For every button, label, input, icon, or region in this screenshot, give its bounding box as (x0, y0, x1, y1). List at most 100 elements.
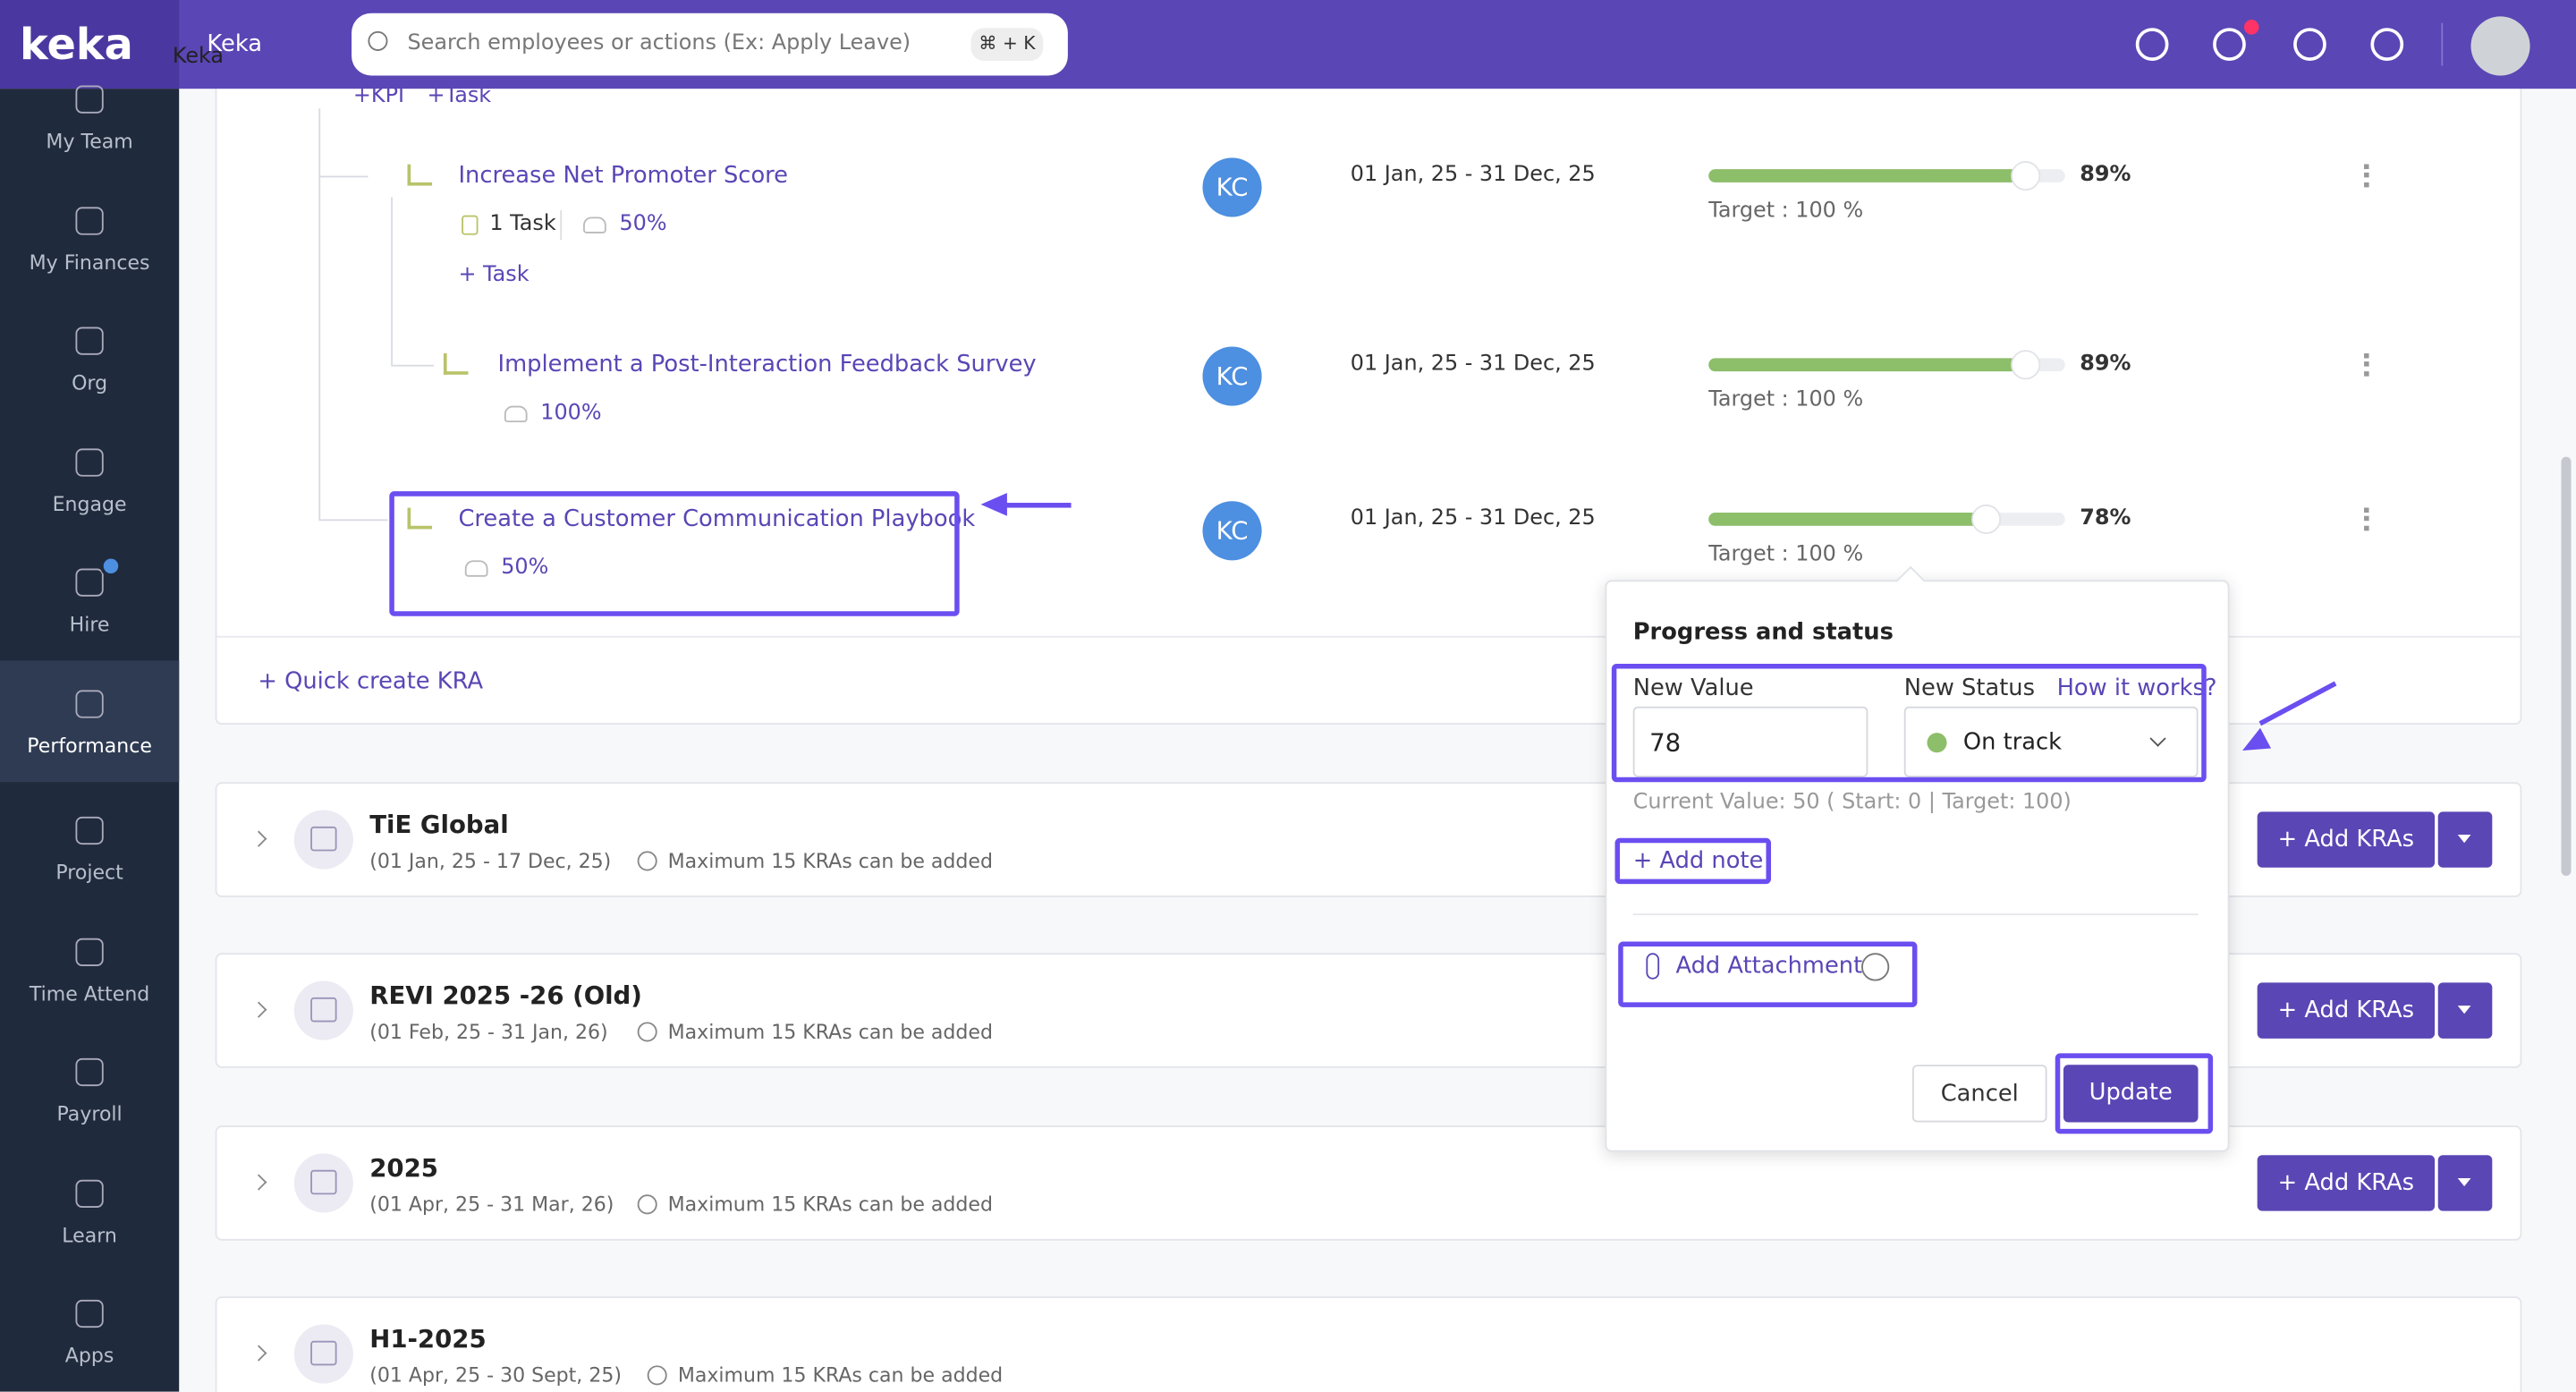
avatar (1202, 157, 1262, 217)
status-dot (1927, 733, 1947, 753)
sep (560, 210, 563, 241)
value-input[interactable] (1632, 706, 1868, 777)
how-it-works[interactable]: How it works? (2056, 675, 2217, 702)
sidebar-icon[interactable] (75, 448, 104, 477)
group-name: REVI 2025 -26 (Old) (369, 980, 642, 1011)
search-box[interactable] (352, 13, 1068, 76)
popup-title: Progress and status (1632, 619, 1894, 646)
tree-line (318, 175, 369, 178)
sidebar-item[interactable]: Performance (27, 734, 152, 758)
value-input-text: 78 (1649, 727, 1682, 758)
more-menu[interactable] (2364, 507, 2370, 531)
weight-icon (583, 216, 606, 233)
sidebar-icon[interactable] (75, 207, 104, 235)
header-icon[interactable] (2135, 28, 2169, 61)
update[interactable]: Update (2063, 1065, 2199, 1123)
divider (216, 635, 2521, 638)
group-icon (293, 810, 353, 870)
group-icon (293, 1153, 353, 1213)
status-label: New Status (1903, 675, 2035, 702)
app-name: Keka (207, 30, 263, 58)
item-title[interactable]: Implement a Post-Interaction Feedback Su… (497, 352, 1037, 378)
group-icon-inner (310, 1169, 337, 1195)
header-icon[interactable] (2370, 28, 2404, 61)
weight: 100% (540, 401, 602, 426)
add-note[interactable]: + Add note (1632, 847, 1764, 875)
highlight-box (1618, 941, 1918, 1007)
popup-divider (1632, 913, 2199, 916)
group-icon (293, 980, 353, 1040)
group-dates: (01 Feb, 25 - 31 Jan, 26) (369, 1020, 608, 1044)
profile-avatar[interactable] (2470, 16, 2530, 76)
sidebar-icon[interactable] (75, 1057, 104, 1087)
add-kras[interactable]: + Add KRAs (2257, 811, 2436, 868)
logo-tooltip: Keka (172, 44, 225, 70)
sidebar-item[interactable]: Apps (64, 1344, 114, 1368)
progress-label: 78% (2080, 505, 2131, 531)
highlight-box (1611, 664, 2207, 783)
sidebar-item[interactable]: Org (72, 371, 108, 395)
status-select[interactable] (1903, 706, 2199, 777)
item-icon (407, 507, 433, 530)
hire-badge (100, 555, 122, 577)
sidebar-item[interactable]: Payroll (56, 1102, 123, 1126)
tree-line (318, 519, 388, 522)
group-dates: (01 Jan, 25 - 17 Dec, 25) (369, 849, 612, 873)
highlight-box (1614, 837, 1772, 885)
quick-create[interactable]: + Quick create KRA (258, 668, 484, 695)
progress-handle (2011, 350, 2041, 380)
group-icon-inner (310, 826, 337, 852)
sidebar-item[interactable]: Time Attend (29, 982, 150, 1006)
add-attachment[interactable]: Add Attachment (1675, 953, 1863, 980)
avatar (1202, 346, 1262, 406)
info-icon (636, 1194, 657, 1215)
add-kras[interactable]: + Add KRAs (2257, 1155, 2436, 1211)
sidebar-icon[interactable] (75, 85, 104, 114)
tree-line (318, 108, 321, 520)
value-label: New Value (1632, 675, 1754, 702)
sidebar-item[interactable]: Hire (69, 613, 110, 636)
group-icon-inner (310, 997, 337, 1023)
header-icon[interactable] (2293, 28, 2326, 61)
sidebar-item[interactable]: Project (55, 861, 123, 885)
add-task[interactable]: + Task (458, 262, 530, 288)
info-icon (646, 1365, 666, 1386)
sidebar-item[interactable]: Engage (52, 493, 127, 516)
cancel[interactable]: Cancel (1911, 1065, 2047, 1123)
sidebar-icon[interactable] (75, 816, 104, 845)
sidebar-item[interactable]: My Team (46, 130, 133, 153)
header-sep (2441, 22, 2444, 66)
item-title[interactable]: Increase Net Promoter Score (458, 162, 789, 190)
more-menu[interactable] (2364, 352, 2370, 377)
more-menu[interactable] (2364, 164, 2370, 188)
tree-line (391, 197, 393, 365)
header-icon[interactable] (2213, 28, 2246, 61)
caret (2457, 1006, 2471, 1014)
target: Target : 100 % (1708, 542, 1864, 567)
dates: 01 Jan, 25 - 31 Dec, 25 (1350, 505, 1596, 531)
task-icon (462, 215, 479, 235)
sidebar-icon[interactable] (75, 327, 104, 355)
weight: 50% (501, 555, 549, 581)
sidebar-icon[interactable] (75, 1179, 104, 1209)
sidebar-item[interactable]: Learn (62, 1224, 117, 1248)
target: Target : 100 % (1708, 199, 1864, 224)
group-name: 2025 (369, 1153, 438, 1184)
group-note: Maximum 15 KRAs can be added (667, 1020, 993, 1044)
sidebar-icon[interactable] (75, 1299, 104, 1328)
search-icon (368, 30, 388, 51)
group-note: Maximum 15 KRAs can be added (677, 1363, 1004, 1388)
sidebar-item[interactable]: My Finances (29, 251, 150, 275)
sidebar-icon[interactable] (75, 568, 104, 597)
sidebar-icon[interactable] (75, 938, 104, 967)
sidebar-icon[interactable] (75, 690, 104, 718)
item-title[interactable]: Create a Customer Communication Playbook (458, 505, 976, 533)
owner: KC (1216, 172, 1249, 202)
logo-area (0, 0, 180, 89)
group-icon (293, 1324, 353, 1384)
dates: 01 Jan, 25 - 31 Dec, 25 (1350, 162, 1596, 188)
owner: KC (1216, 361, 1249, 392)
owner: KC (1216, 515, 1249, 546)
caret (2457, 1177, 2471, 1187)
add-kras[interactable]: + Add KRAs (2257, 982, 2436, 1039)
